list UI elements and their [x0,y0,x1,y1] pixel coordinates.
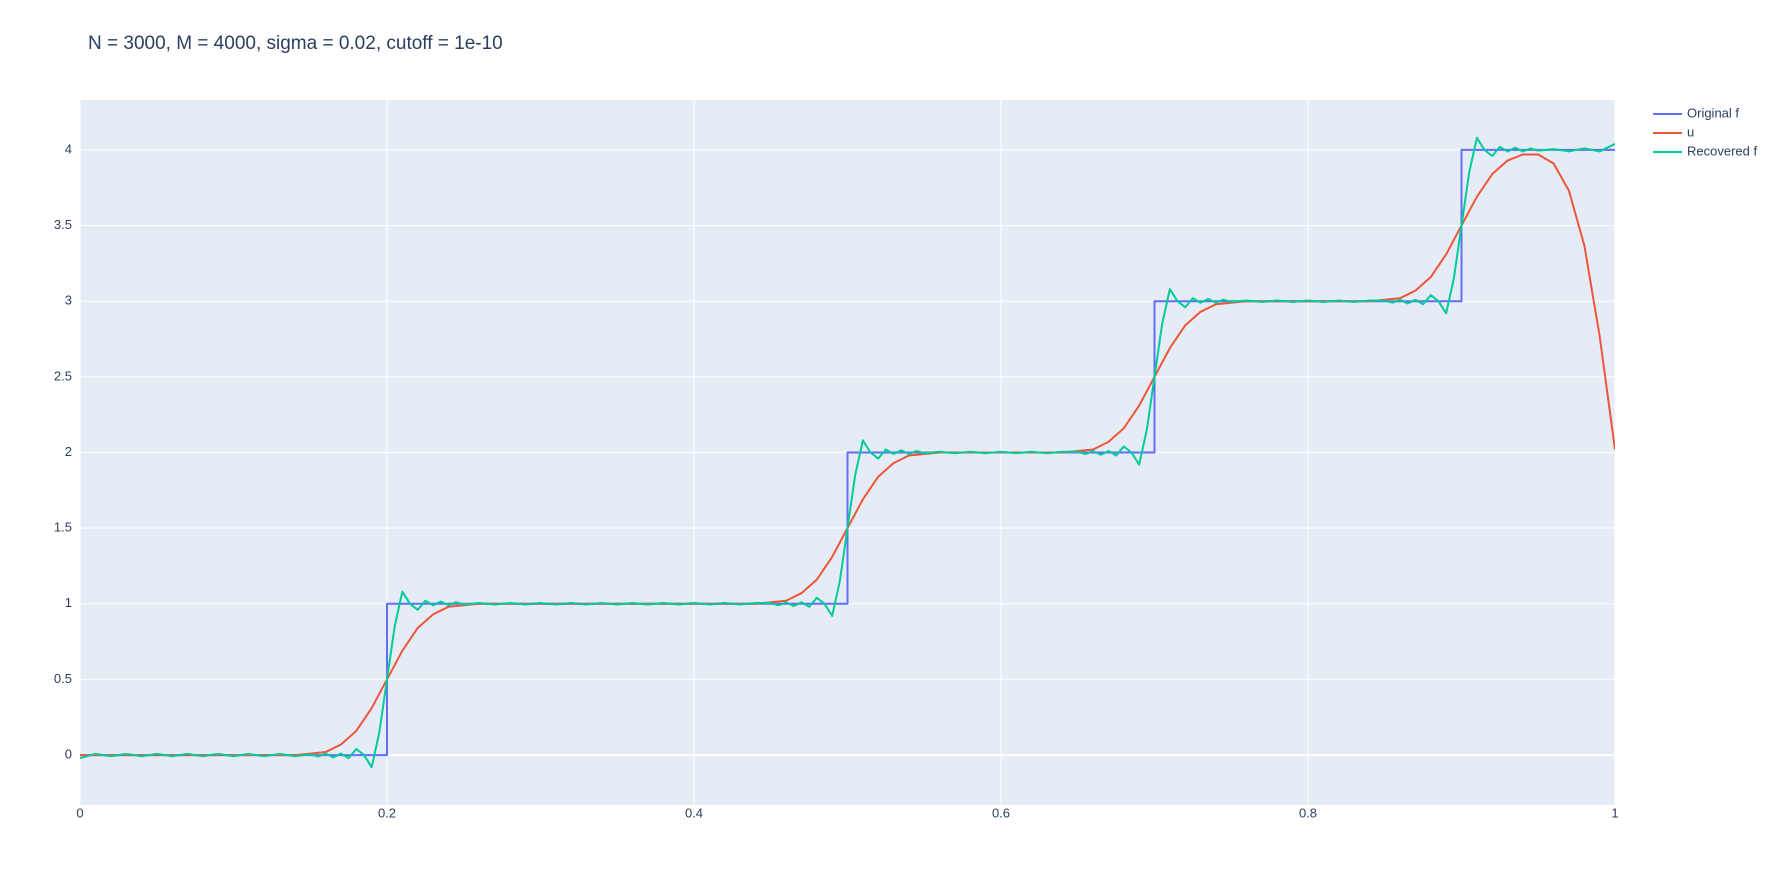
y-tick-label: 3.5 [54,217,72,232]
legend-item[interactable]: u [1653,124,1694,139]
y-tick-label: 0 [65,747,72,762]
y-tick-label: 3 [65,293,72,308]
y-tick-label: 4 [65,141,72,156]
y-tick-label: 0.5 [54,671,72,686]
legend-item[interactable]: Recovered f [1653,143,1757,158]
chart-title: N = 3000, M = 4000, sigma = 0.02, cutoff… [88,33,503,54]
y-tick-label: 2.5 [54,368,72,383]
legend-label: Original f [1687,105,1739,120]
x-tick-label: 1 [1611,805,1618,820]
legend-label: Recovered f [1687,143,1757,158]
legend-label: u [1687,124,1694,139]
y-tick-label: 1.5 [54,520,72,535]
x-tick-label: 0.2 [378,805,396,820]
labels: 0 0.5 1 1.5 2 2.5 3 3.5 4 0 0.2 0.4 0.6 0.8 1 Original … [54,105,1758,820]
y-tick-label: 1 [65,595,72,610]
x-tick-label: 0.8 [1299,805,1317,820]
x-tick-label: 0.4 [685,805,703,820]
y-tick-label: 2 [65,444,72,459]
series-line [80,136,1615,769]
x-tick-label: 0 [76,805,83,820]
lines [80,136,1615,769]
legend-item[interactable]: Original f [1653,105,1739,120]
x-tick-label: 0.6 [992,805,1010,820]
